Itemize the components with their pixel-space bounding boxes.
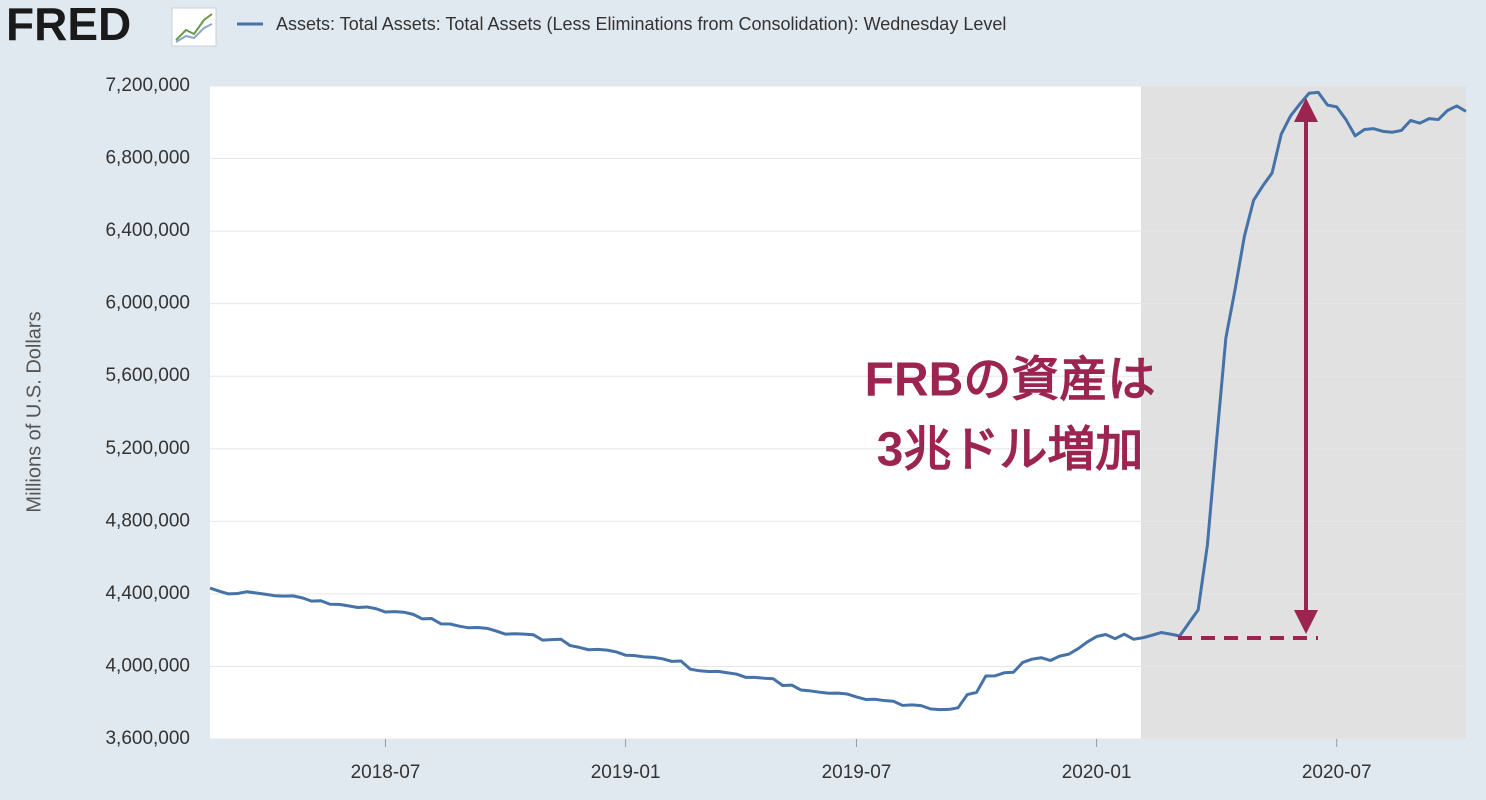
x-tick-label: 2019-07	[822, 762, 892, 783]
annotation-arrow	[1178, 98, 1318, 640]
y-tick-label: 4,000,000	[105, 655, 190, 676]
logo-icon	[171, 7, 217, 47]
y-tick-label: 4,800,000	[105, 510, 190, 531]
y-tick-label: 4,400,000	[105, 583, 190, 604]
y-tick-label: 7,200,000	[105, 75, 190, 96]
y-tick-label: 5,200,000	[105, 438, 190, 459]
y-tick-label: 6,800,000	[105, 148, 190, 169]
x-tick-label: 2020-07	[1302, 762, 1372, 783]
annotation: FRBの資産は	[865, 354, 1156, 407]
y-tick-label: 6,000,000	[105, 293, 190, 314]
annotation: 3兆ドル増加	[877, 424, 1144, 477]
y-tick-label: 5,600,000	[105, 365, 190, 386]
x-tick-label: 2018-07	[351, 762, 421, 783]
grid	[210, 85, 1466, 740]
y-tick-label: 6,400,000	[105, 220, 190, 241]
logo[interactable]: FRED	[6, 0, 131, 50]
line-series	[209, 90, 1467, 712]
marks	[209, 90, 1467, 712]
x-tick-label: 2020-01	[1062, 762, 1132, 783]
legend-label[interactable]: Assets: Total Assets: Total Assets (Less…	[276, 14, 1006, 34]
x-tick-label: 2019-01	[591, 762, 661, 783]
recession-shading	[1141, 86, 1466, 739]
y-axis-label: Millions of U.S. Dollars	[23, 311, 45, 512]
y-tick-label: 3,600,000	[105, 728, 190, 749]
